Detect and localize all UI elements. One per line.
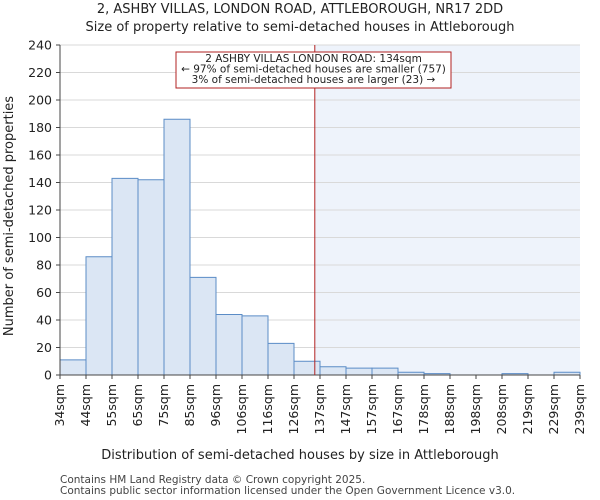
y-tick-label: 200 [28,93,52,108]
footer-line1: Contains HM Land Registry data © Crown c… [60,474,365,486]
annotation-box [175,51,452,89]
bar-137sqm [319,366,347,376]
x-tick-label: 116sqm [260,384,275,434]
y-tick-label: 40 [36,313,52,328]
x-tick-label: 65sqm [130,384,145,427]
x-tick-label: 85sqm [182,384,197,427]
x-tick-label: 188sqm [442,384,457,434]
chart-title-line1: 2, ASHBY VILLAS, LONDON ROAD, ATTLEBOROU… [97,2,503,17]
bar-126sqm [293,360,321,376]
x-tick-label: 167sqm [390,384,405,434]
bar-34sqm [59,359,87,376]
x-tick-label: 137sqm [312,384,327,434]
bar-106sqm [241,315,269,376]
footer-line2: Contains public sector information licen… [60,485,515,497]
y-tick-label: 180 [28,120,52,135]
x-axis-label: Distribution of semi-detached houses by … [101,448,498,463]
x-tick-label: 44sqm [78,384,93,427]
annotation-line-1: 2 ASHBY VILLAS LONDON ROAD: 134sqm [205,53,422,65]
bar-44sqm [85,256,113,376]
y-axis-label: Number of semi-detached properties [2,96,17,336]
bar-85sqm [189,276,217,376]
y-tick-label: 120 [28,203,52,218]
y-tick-label: 240 [28,38,52,53]
chart-title-line2: Size of property relative to semi-detach… [86,20,515,35]
bar-55sqm [111,177,139,376]
x-tick-label: 157sqm [364,384,379,434]
x-tick-label: 106sqm [234,384,249,434]
x-tick-label: 147sqm [338,384,353,434]
y-tick-label: 220 [28,65,52,80]
y-tick-label: 20 [36,340,52,355]
y-tick-label: 100 [28,230,52,245]
bar-157sqm [371,367,399,376]
y-tick-label: 140 [28,175,52,190]
y-tick-label: 60 [36,285,52,300]
bar-96sqm [215,314,243,376]
x-tick-label: 178sqm [416,384,431,434]
y-tick-label: 80 [36,258,52,273]
x-tick-label: 229sqm [546,384,561,434]
x-tick-label: 239sqm [572,384,587,434]
x-tick-label: 198sqm [468,384,483,434]
annotation-line-3: 3% of semi-detached houses are larger (2… [192,74,436,86]
bar-147sqm [345,367,373,376]
bar-75sqm [163,118,191,376]
x-tick-label: 34sqm [52,384,67,427]
x-tick-label: 126sqm [286,384,301,434]
bar-65sqm [137,179,165,376]
x-tick-label: 75sqm [156,384,171,427]
bar-116sqm [267,342,295,376]
x-tick-label: 96sqm [208,384,223,427]
y-tick-label: 160 [28,148,52,163]
x-tick-label: 208sqm [494,384,509,434]
y-tick-label: 0 [44,368,52,383]
plot-area: 0 20 40 60 80 100 120 140 160 180 200 220 240 34sqm 44… [28,38,587,435]
x-tick-label: 55sqm [104,384,119,427]
annotation-line-2: ← 97% of semi-detached houses are smalle… [181,64,446,76]
x-tick-label: 219sqm [520,384,535,434]
